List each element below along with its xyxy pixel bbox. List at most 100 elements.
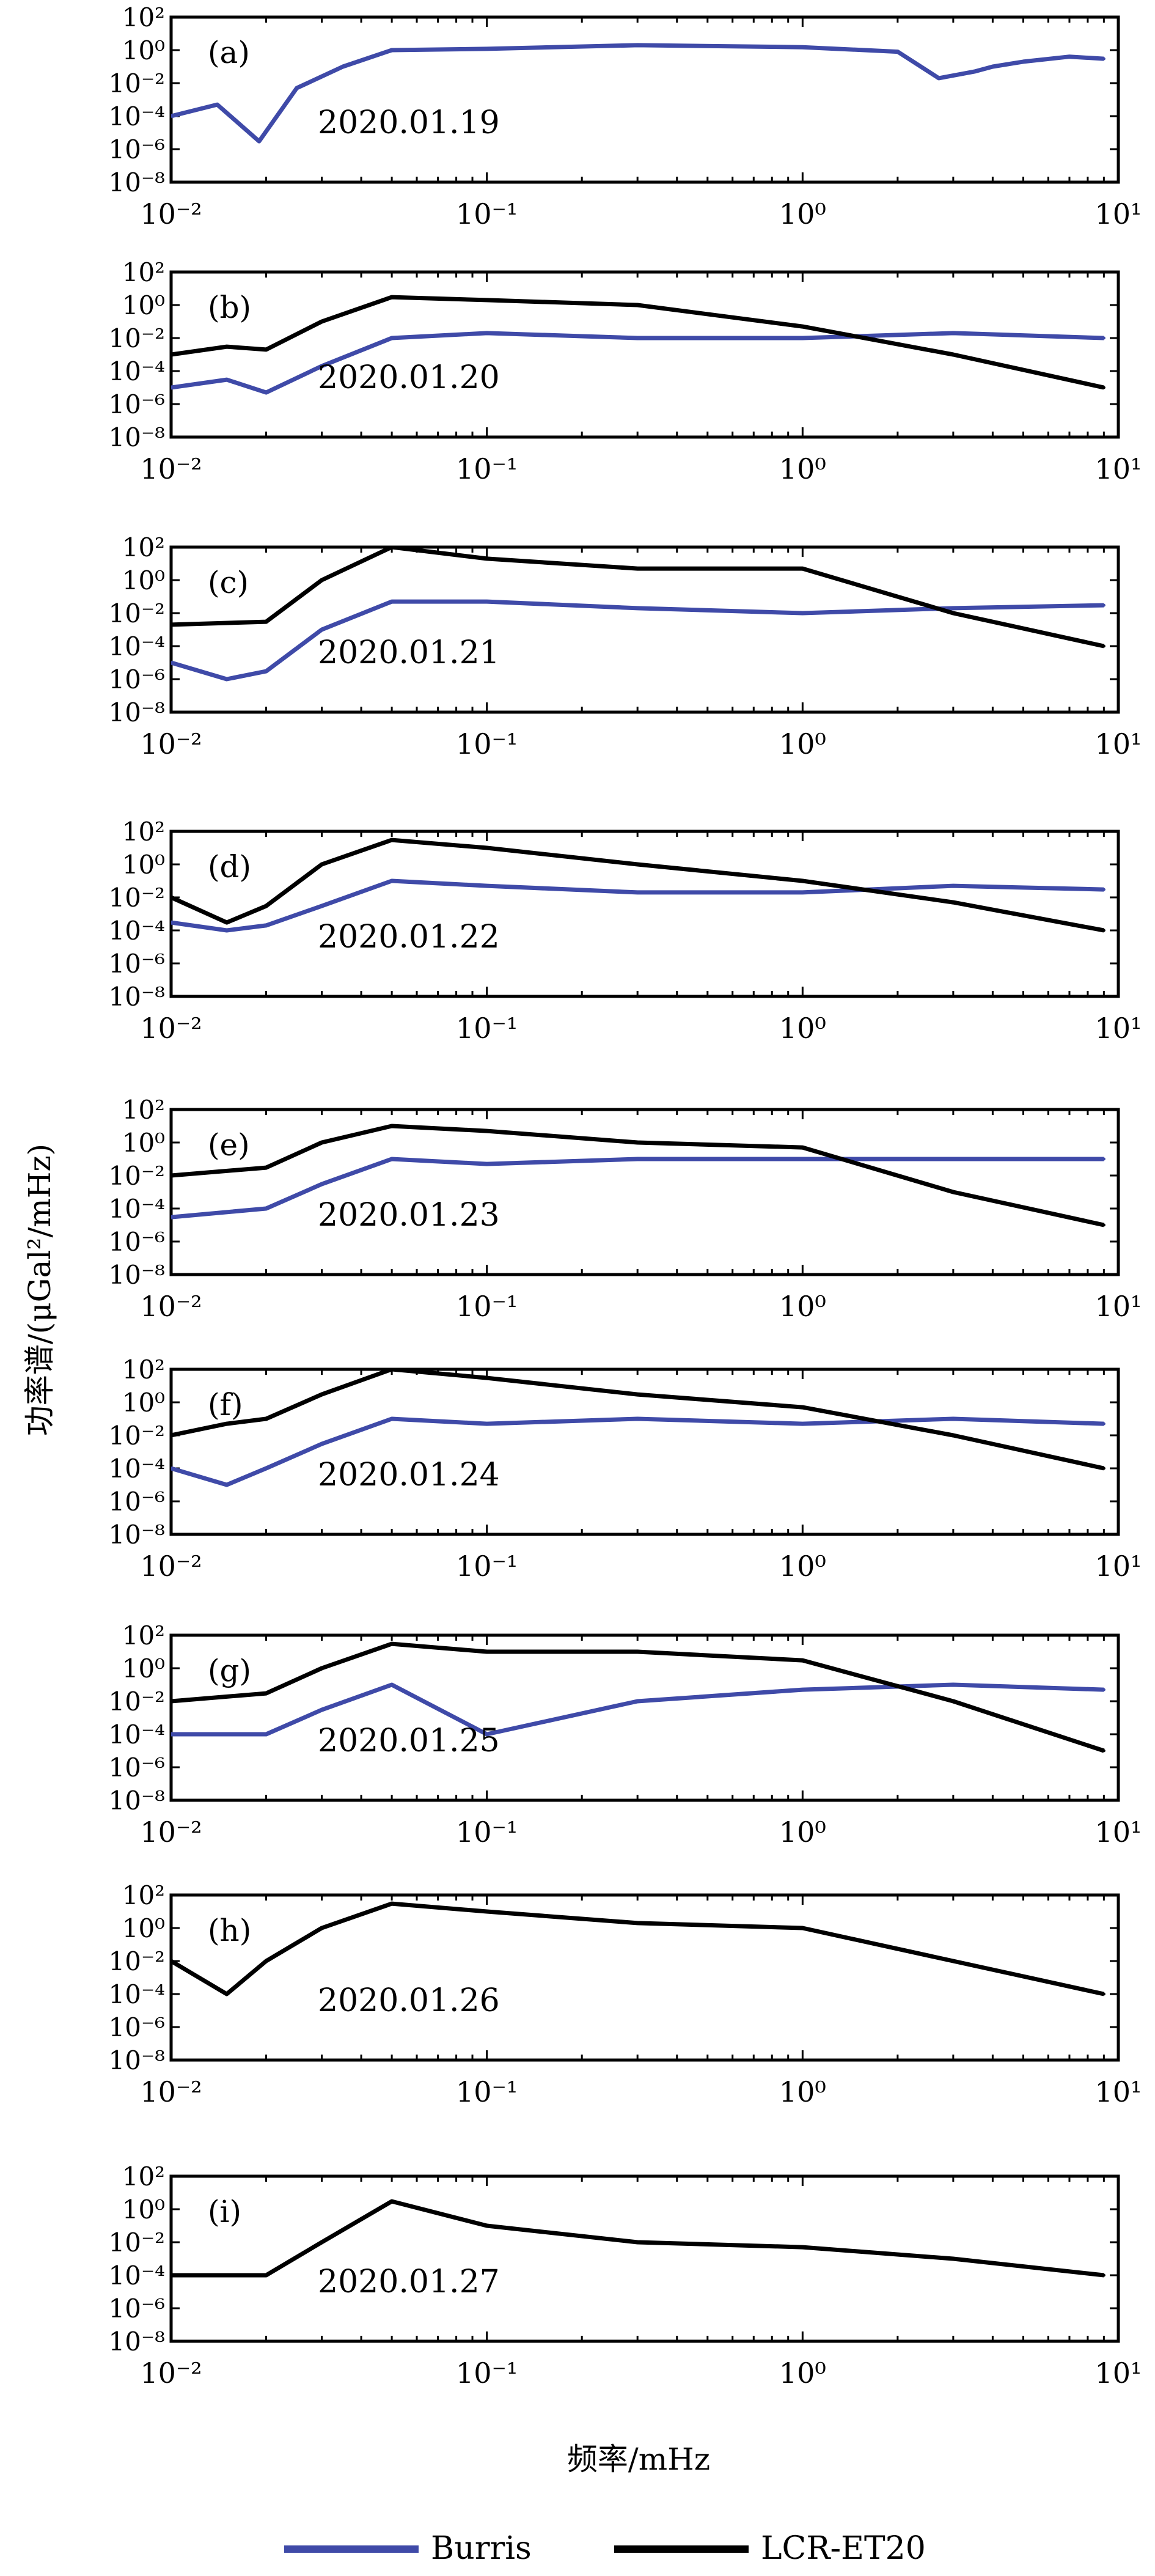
data-point <box>390 295 394 299</box>
data-point <box>320 1393 323 1396</box>
y-tick-label: 10⁻⁶ <box>109 1487 165 1517</box>
y-tick-label: 10⁻⁶ <box>109 2012 165 2042</box>
y-tick-label: 10⁻⁸ <box>109 1520 165 1550</box>
date-annotation: 2020.01.22 <box>318 919 500 955</box>
panel-g: 10⁻² 10⁻¹ 10⁰ 10¹10⁻⁸10⁻⁶10⁻⁴10⁻²10⁰10²(g)2… <box>109 1621 1142 1849</box>
data-point <box>1102 1749 1106 1753</box>
data-point <box>1068 55 1071 59</box>
plot-frame <box>169 15 1120 184</box>
y-tick-label: 10⁰ <box>122 2195 165 2225</box>
data-point <box>390 1417 394 1421</box>
data-point <box>1102 644 1106 648</box>
data-point <box>801 1157 804 1161</box>
plot-frame <box>169 1633 1120 1802</box>
data-point <box>1102 57 1106 61</box>
data-point <box>320 2240 323 2244</box>
y-tick-label: 10⁻⁴ <box>109 916 165 946</box>
x-tick-label: 10⁻² <box>140 2075 202 2108</box>
data-point <box>952 1433 955 1437</box>
data-point <box>485 1910 489 1913</box>
y-tick-label: 10⁰ <box>122 1388 165 1418</box>
panel-label: (h) <box>208 1913 251 1948</box>
plot-frame <box>169 1893 1120 2062</box>
y-tick-label: 10⁻⁶ <box>109 664 165 694</box>
x-tick-label: 10⁻² <box>140 727 202 760</box>
data-point <box>801 611 804 615</box>
panel-e: 10⁻² 10⁻¹ 10⁰ 10¹10⁻⁸10⁻⁶10⁻⁴10⁻²10⁰10²(e)2… <box>109 1095 1142 1323</box>
data-point <box>952 611 955 615</box>
y-tick-label: 10⁻² <box>109 1687 165 1717</box>
y-tick-label: 10⁻⁴ <box>109 1720 165 1750</box>
data-point <box>320 1182 323 1186</box>
data-point <box>485 1650 489 1654</box>
data-point <box>225 1422 229 1426</box>
x-tick-label: 10¹ <box>1095 452 1142 485</box>
data-point <box>225 921 229 924</box>
data-point <box>636 2240 639 2244</box>
y-tick-label: 10⁰ <box>122 1128 165 1158</box>
y-tick-label: 10⁻⁴ <box>109 631 165 661</box>
data-point <box>952 1683 955 1687</box>
y-tick-label: 10⁻⁴ <box>109 2261 165 2291</box>
data-point <box>390 600 394 603</box>
series-line-lcr-et20 <box>171 837 1105 933</box>
y-tick-label: 10² <box>122 1095 165 1125</box>
data-point <box>320 1926 323 1930</box>
y-tick-label: 10⁻⁶ <box>109 134 165 164</box>
panel-f: 10⁻² 10⁻¹ 10⁰ 10¹10⁻⁸10⁻⁶10⁻⁴10⁻²10⁰10²(f)2… <box>109 1355 1142 1583</box>
data-point <box>485 557 489 561</box>
date-annotation: 2020.01.20 <box>318 359 500 396</box>
y-tick-label: 10⁻⁶ <box>109 1227 165 1257</box>
data-point <box>952 1417 955 1421</box>
y-tick-label: 10⁻⁴ <box>109 1979 165 2009</box>
data-point <box>265 1732 268 1736</box>
data-point <box>485 298 489 302</box>
x-tick-label: 10⁰ <box>779 1012 826 1045</box>
x-tick-label: 10⁻¹ <box>456 1290 518 1323</box>
data-point <box>636 43 639 47</box>
data-point <box>320 320 323 323</box>
y-tick-label: 10² <box>122 1621 165 1650</box>
y-tick-label: 10⁻⁸ <box>109 2045 165 2075</box>
data-point <box>265 904 268 908</box>
data-point <box>171 2273 173 2277</box>
x-tick-label: 10⁻² <box>140 1290 202 1323</box>
data-point <box>390 879 394 883</box>
data-point <box>225 1992 229 1996</box>
x-tick-label: 10¹ <box>1095 727 1142 760</box>
data-point <box>265 924 268 927</box>
y-tick-label: 10⁻² <box>109 1161 165 1191</box>
y-tick-label: 10⁻⁸ <box>109 1786 165 1816</box>
date-annotation: 2020.01.23 <box>318 1197 500 1234</box>
data-point <box>485 1422 489 1426</box>
y-tick-label: 10² <box>122 257 165 287</box>
panel-label: (d) <box>208 849 251 885</box>
data-point <box>171 1433 173 1437</box>
data-point <box>1102 888 1106 891</box>
y-tick-label: 10⁰ <box>122 565 165 595</box>
date-annotation: 2020.01.25 <box>318 1723 500 1759</box>
data-point <box>265 1207 268 1210</box>
y-tick-label: 10⁻⁴ <box>109 356 165 386</box>
x-tick-label: 10⁻¹ <box>456 452 518 485</box>
y-tick-label: 10⁻² <box>109 323 165 353</box>
panel-b: 10⁻² 10⁻¹ 10⁰ 10¹10⁻⁸10⁻⁶10⁻⁴10⁻²10⁰10²(b)2… <box>109 257 1142 485</box>
y-tick-label: 10⁰ <box>122 290 165 320</box>
data-point <box>265 1466 268 1470</box>
data-point <box>801 1658 804 1662</box>
y-tick-label: 10² <box>122 532 165 562</box>
data-point <box>485 2224 489 2228</box>
y-tick-label: 10² <box>122 2 165 32</box>
x-tick-label: 10⁻¹ <box>456 1012 518 1045</box>
x-tick-label: 10¹ <box>1095 1012 1142 1045</box>
data-point <box>485 600 489 603</box>
x-tick-label: 10⁻² <box>140 1550 202 1583</box>
data-point <box>390 48 394 52</box>
date-annotation: 2020.01.19 <box>318 105 500 141</box>
data-point <box>320 364 323 368</box>
plot-frame <box>169 830 1120 998</box>
y-tick-label: 10⁻⁸ <box>109 697 165 727</box>
data-point <box>801 1146 804 1149</box>
data-point <box>320 904 323 908</box>
